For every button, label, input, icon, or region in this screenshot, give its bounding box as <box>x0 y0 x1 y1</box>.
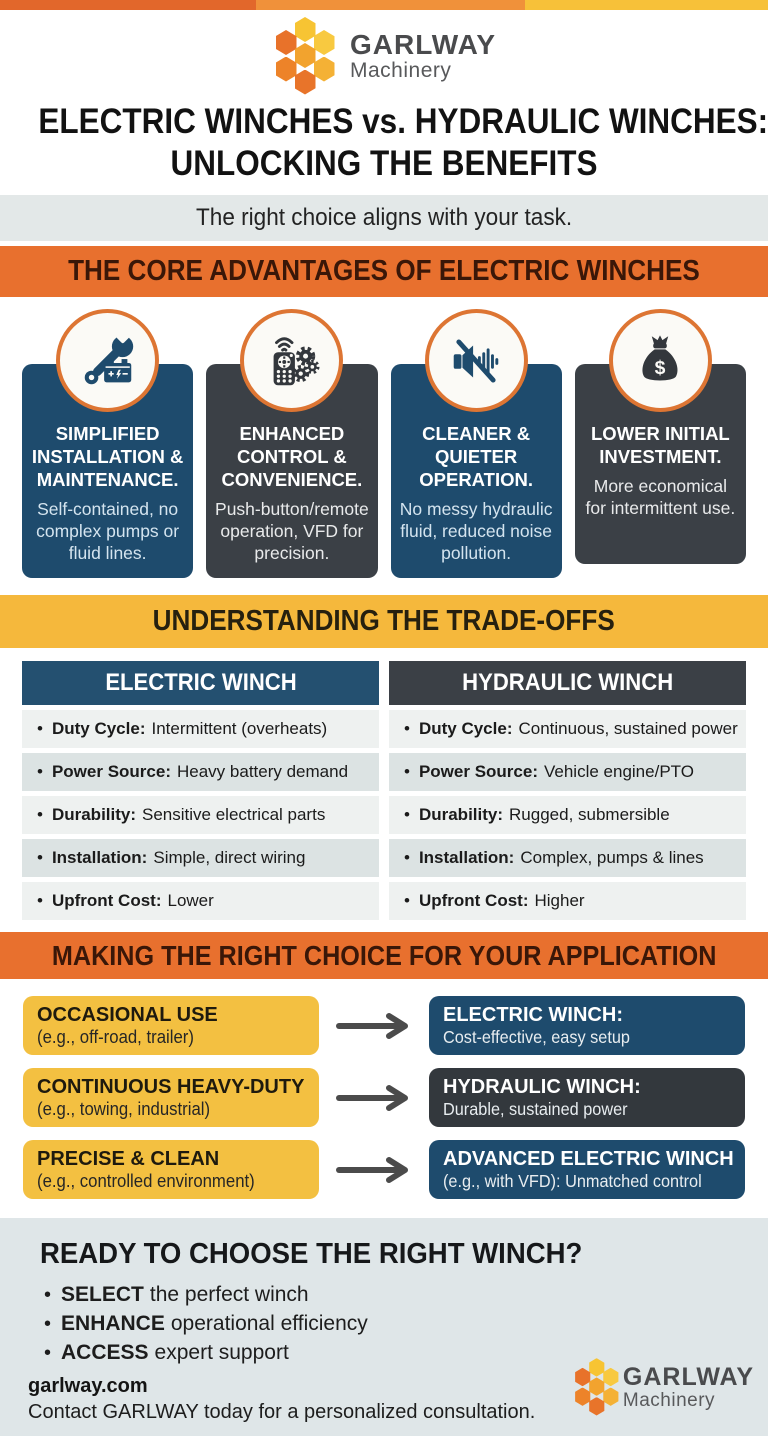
advantage-card: $ LOWER INITIAL INVESTMENT. More economi… <box>574 309 746 578</box>
money-bag-icon: $ <box>608 309 712 412</box>
stripe-segment-orange <box>256 0 525 10</box>
brand-name: GARLWAY <box>622 1363 754 1392</box>
section-heading-choices: MAKING THE RIGHT CHOICE FOR YOUR APPLICA… <box>0 932 768 980</box>
advantage-body: Self-contained, no complex pumps or flui… <box>36 499 180 563</box>
advantage-title: SIMPLIFIED INSTALLATION & MAINTENANCE. <box>31 423 184 491</box>
brand-name: GARLWAY <box>350 29 496 61</box>
advantage-body: Push-button/remote operation, VFD for pr… <box>215 499 369 563</box>
page-title: ELECTRIC WINCHES vs. HYDRAULIC WINCHES: … <box>0 101 768 185</box>
advantage-title: ENHANCED CONTROL & CONVENIENCE. <box>221 423 363 491</box>
advantage-card: ENHANCED CONTROL & CONVENIENCE. Push-but… <box>206 309 378 579</box>
arrow-right-icon <box>319 1084 429 1112</box>
choice-row: OCCASIONAL USE (e.g., off-road, trailer)… <box>23 996 745 1056</box>
cta-bullet: • ENHANCE operational efficiency <box>44 1312 368 1336</box>
recommendation-box: HYDRAULIC WINCH: Durable, sustained powe… <box>429 1068 745 1128</box>
header-logo: GARLWAY Machinery <box>0 10 768 95</box>
subtitle-bar: The right choice aligns with your task. <box>0 195 768 241</box>
advantage-title: LOWER INITIAL INVESTMENT. <box>591 423 730 468</box>
table-row: • Upfront Cost: Lower <box>22 882 379 921</box>
page-title-line1: ELECTRIC WINCHES vs. HYDRAULIC WINCHES: <box>38 102 768 141</box>
garlway-hexagon-logo-icon <box>272 17 338 95</box>
advantage-title: CLEANER & QUIETER OPERATION. <box>419 423 533 491</box>
table-row: • Power Source: Vehicle engine/PTO <box>389 753 746 792</box>
arrow-right-icon <box>319 1156 429 1184</box>
advantage-body: No messy hydraulic fluid, reduced noise … <box>399 499 553 563</box>
cta-bullet: • ACCESS expert support <box>44 1341 289 1365</box>
use-case-box: PRECISE & CLEAN (e.g., controlled enviro… <box>23 1140 319 1200</box>
advantage-body: More economical for intermittent use. <box>585 476 736 518</box>
column-header-electric: ELECTRIC WINCH <box>22 661 379 706</box>
cta-footer: READY TO CHOOSE THE RIGHT WINCH? • SELECT… <box>0 1218 768 1436</box>
recommendation-box: ADVANCED ELECTRIC WINCH (e.g., with VFD)… <box>429 1140 745 1200</box>
brand-tagline: Machinery <box>622 1389 716 1411</box>
use-case-box: CONTINUOUS HEAVY-DUTY (e.g., towing, ind… <box>23 1068 319 1128</box>
footer-logo: GARLWAY Machinery <box>555 1348 754 1426</box>
table-row: • Duty Cycle: Continuous, sustained power <box>389 710 746 749</box>
table-row: • Power Source: Heavy battery demand <box>22 753 379 792</box>
garlway-hexagon-logo-icon <box>572 1358 621 1417</box>
advantage-card: SIMPLIFIED INSTALLATION & MAINTENANCE. S… <box>22 309 194 579</box>
section-heading-tradeoffs: UNDERSTANDING THE TRADE-OFFS <box>0 595 768 649</box>
table-row: • Installation: Complex, pumps & lines <box>389 839 746 878</box>
page-title-line2: UNLOCKING THE BENEFITS <box>170 144 598 183</box>
stripe-segment-yellow <box>524 0 768 10</box>
choice-row: PRECISE & CLEAN (e.g., controlled enviro… <box>23 1140 745 1200</box>
svg-text:$: $ <box>655 357 666 379</box>
tradeoffs-table: ELECTRIC WINCH HYDRAULIC WINCH • Duty Cyc… <box>0 648 768 932</box>
subtitle-text: The right choice aligns with your task. <box>195 204 573 231</box>
advantages-cards: SIMPLIFIED INSTALLATION & MAINTENANCE. S… <box>0 297 768 595</box>
recommendation-box: ELECTRIC WINCH: Cost-effective, easy set… <box>429 996 745 1056</box>
advantage-card: CLEANER & QUIETER OPERATION. No messy hy… <box>390 309 562 579</box>
stripe-segment-dark-orange <box>0 0 256 10</box>
brand-tagline: Machinery <box>350 58 452 82</box>
cta-bullet: • SELECT the perfect winch <box>44 1283 309 1307</box>
top-accent-stripe <box>0 0 768 10</box>
muted-speaker-icon <box>424 309 528 412</box>
column-header-hydraulic: HYDRAULIC WINCH <box>389 661 746 706</box>
choice-row: CONTINUOUS HEAVY-DUTY (e.g., towing, ind… <box>23 1068 745 1128</box>
remote-control-gears-icon <box>240 309 344 412</box>
cta-bullet-list: • SELECT the perfect winch • ENHANCE operati… <box>44 1283 740 1365</box>
table-row: • Upfront Cost: Higher <box>389 882 746 921</box>
section-heading-advantages: THE CORE ADVANTAGES OF ELECTRIC WINCHES <box>0 246 768 297</box>
cta-heading: READY TO CHOOSE THE RIGHT WINCH? <box>40 1238 583 1271</box>
table-row: • Installation: Simple, direct wiring <box>22 839 379 878</box>
wrench-battery-icon <box>56 309 160 412</box>
table-row: • Durability: Sensitive electrical parts <box>22 796 379 835</box>
table-row: • Duty Cycle: Intermittent (overheats) <box>22 710 379 749</box>
use-case-box: OCCASIONAL USE (e.g., off-road, trailer) <box>23 996 319 1056</box>
arrow-right-icon <box>319 1012 429 1040</box>
table-row: • Durability: Rugged, submersible <box>389 796 746 835</box>
choice-rows: OCCASIONAL USE (e.g., off-road, trailer)… <box>0 979 768 1218</box>
